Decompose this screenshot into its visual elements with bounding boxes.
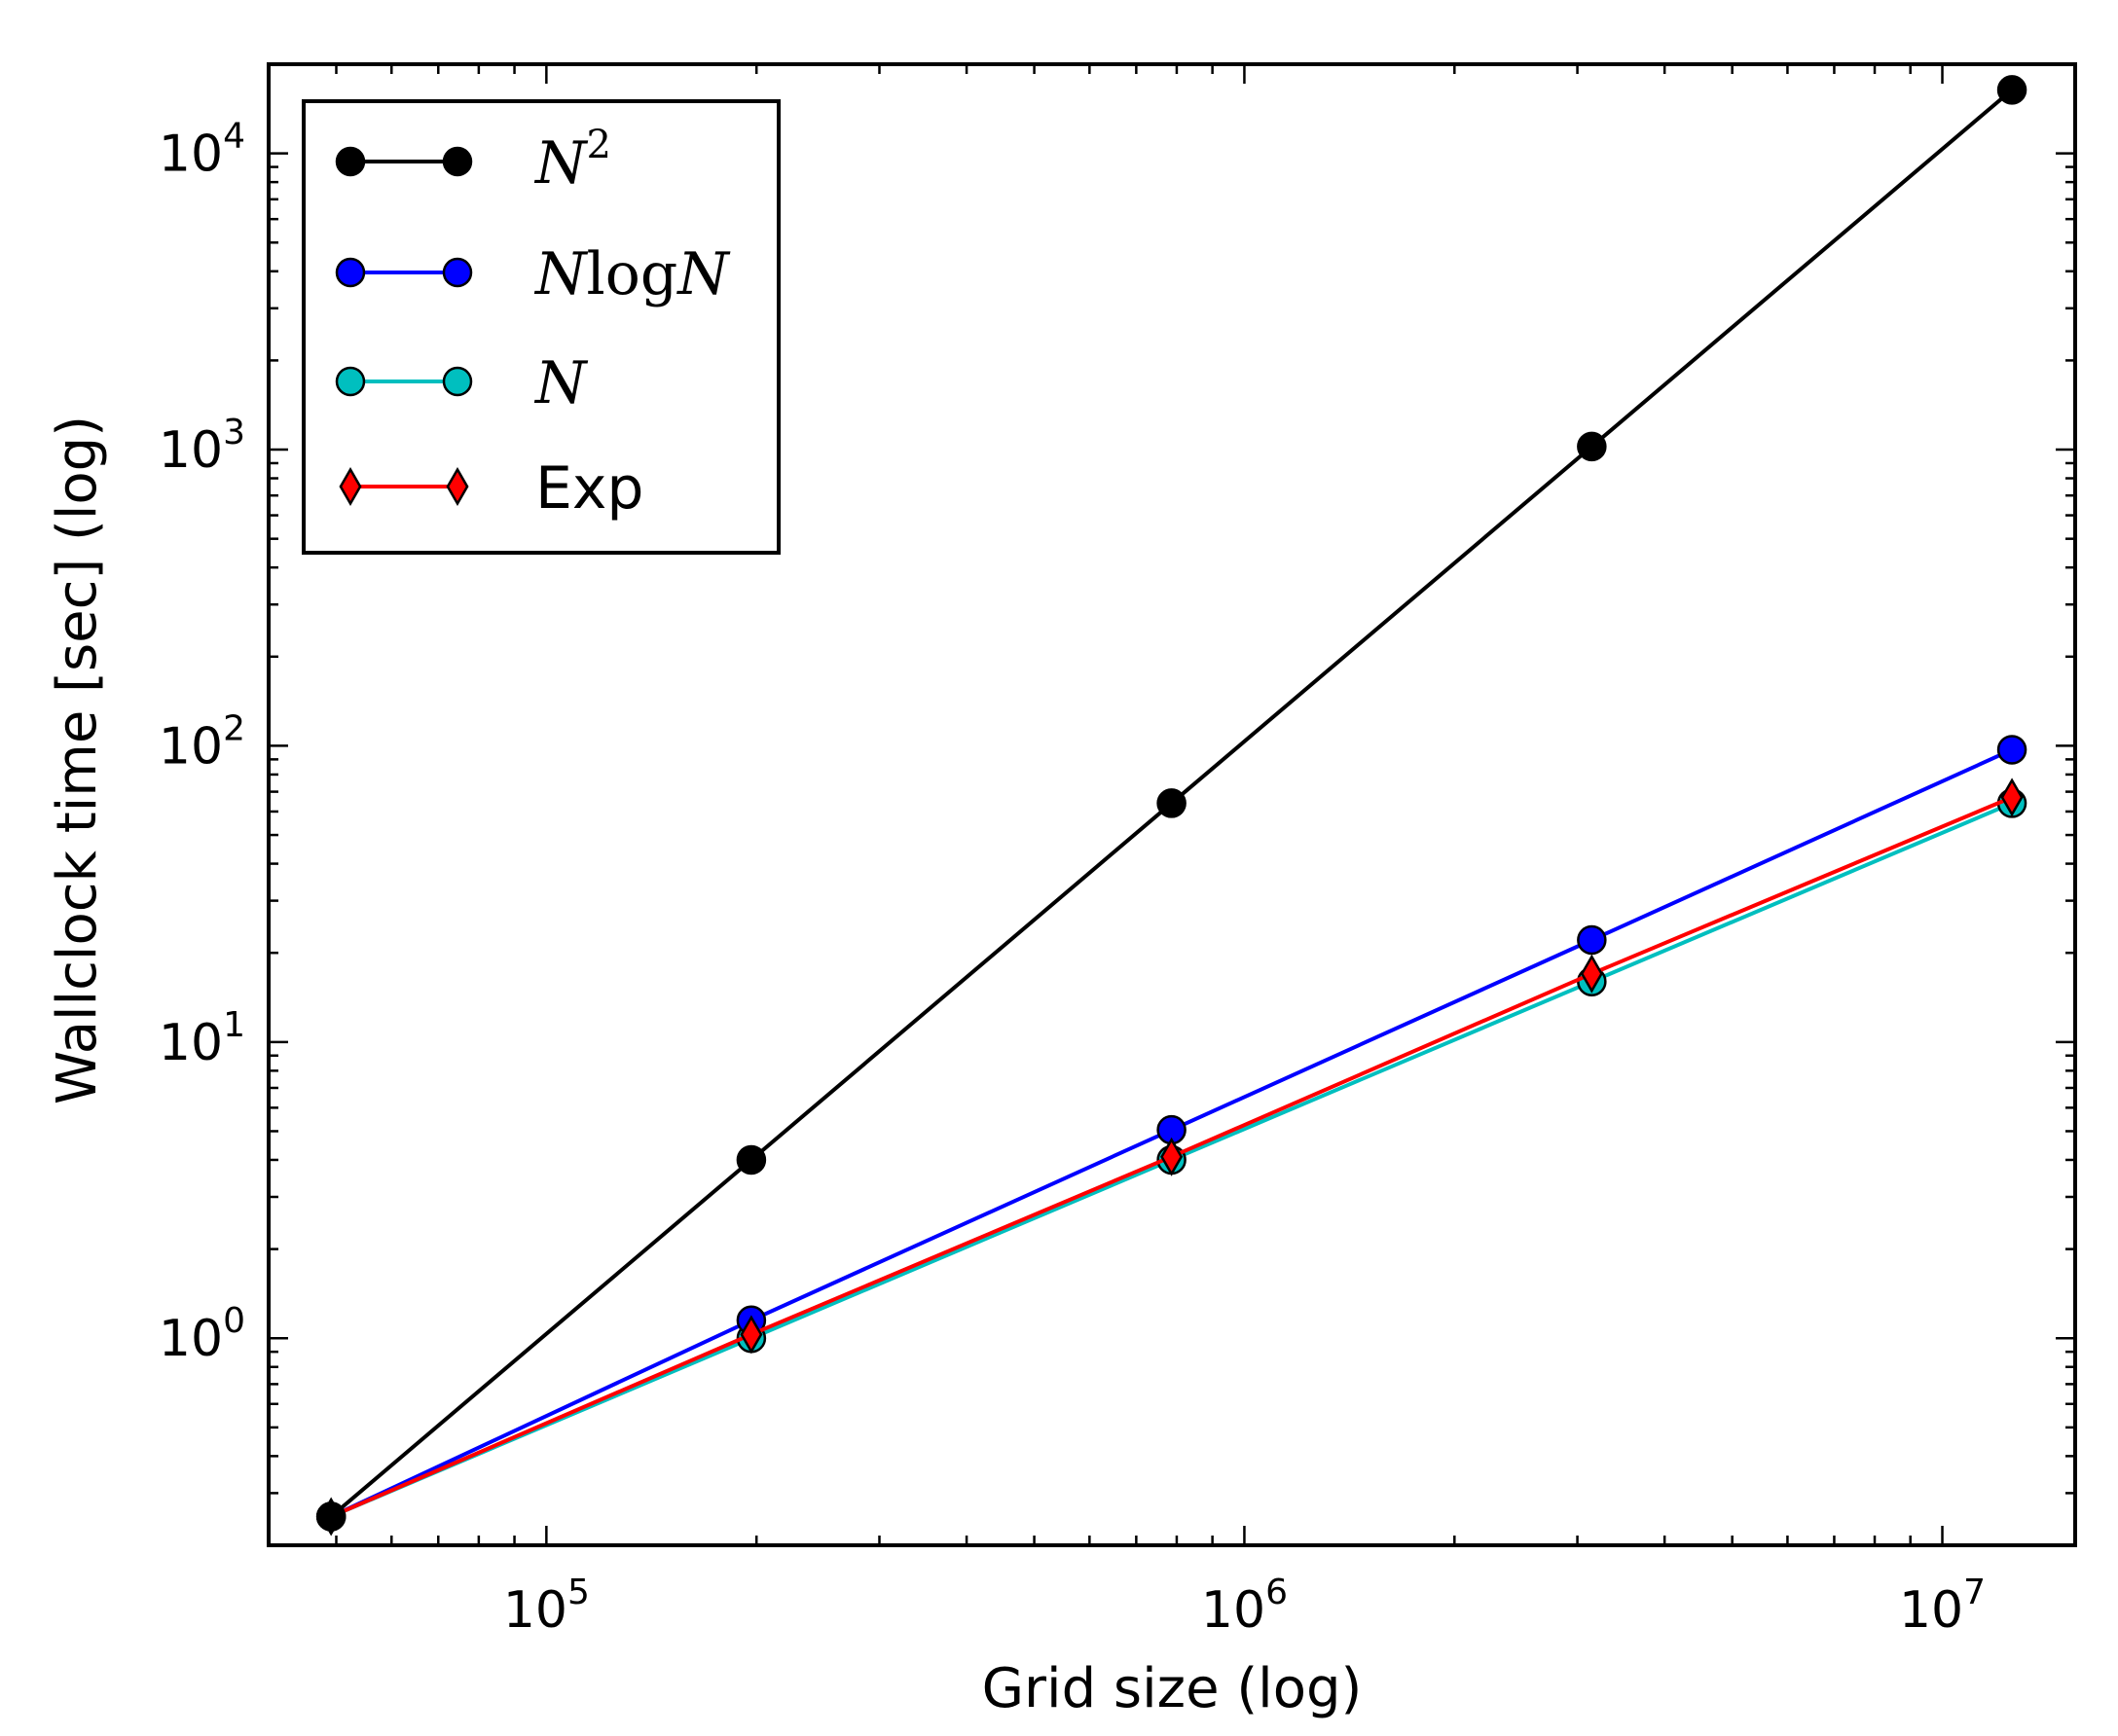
series-exp <box>319 778 2024 1537</box>
legend-swatch-n2 <box>335 146 473 177</box>
plot-frame <box>267 62 2077 1547</box>
legend: N2 NlogN N Exp <box>302 99 781 555</box>
legend-entry-n2: N2 <box>335 123 611 198</box>
tick-labels: 105 106 107 100 101 102 103 104 <box>159 117 1986 1640</box>
legend-entry-n: N <box>335 349 589 417</box>
x-tick-label: 107 <box>1899 1573 1986 1640</box>
legend-label-n2: N2 <box>533 123 611 198</box>
legend-swatch-marker <box>335 257 366 288</box>
legend-swatch-exp <box>339 466 469 507</box>
series-n2-point <box>1996 75 2027 105</box>
legend-label-n-base: N <box>533 349 589 417</box>
legend-swatch-marker <box>446 466 469 507</box>
y-tick-label: 102 <box>159 708 245 776</box>
series-n2-point <box>1577 431 1607 462</box>
series-exp-point <box>2000 778 2024 817</box>
legend-swatch-marker <box>335 146 366 177</box>
x-axis-label: Grid size (log) <box>982 1657 1363 1720</box>
x-tick-label: 105 <box>503 1573 590 1640</box>
series-exp-point <box>1580 954 1603 994</box>
legend-label-n: N <box>533 349 589 417</box>
legend-label-nlogn-part2: log <box>587 240 678 308</box>
y-axis-label: Wallclock time [sec] (log) <box>46 416 109 1104</box>
series-n2-point <box>736 1144 767 1175</box>
legend-entry-nlogn: NlogN <box>335 240 731 308</box>
legend-swatch-nlogn <box>335 257 473 288</box>
y-tick-label: 101 <box>159 1005 245 1072</box>
y-tick-label: 100 <box>159 1301 245 1368</box>
legend-swatch-marker <box>442 366 473 397</box>
legend-label-nlogn-part1: N <box>533 240 589 308</box>
legend-swatch-marker <box>339 466 362 507</box>
legend-box <box>302 99 781 555</box>
series-nlogn-point <box>1577 924 1607 956</box>
series-exp-point <box>1160 1137 1184 1176</box>
y-tick-label: 104 <box>159 117 245 184</box>
legend-label-nlogn-part3: N <box>676 240 731 308</box>
legend-swatch-marker <box>442 146 473 177</box>
series-exp-point <box>740 1315 763 1355</box>
x-tick-label: 106 <box>1201 1573 1288 1640</box>
legend-label-n2-base: N <box>533 129 589 198</box>
series-n2 <box>315 75 2027 1532</box>
legend-swatch-marker <box>442 257 473 288</box>
legend-label-exp: Exp <box>535 454 644 523</box>
series-n2-point <box>1156 788 1187 818</box>
major-ticks <box>269 64 2075 1545</box>
series-n2-point <box>315 1501 347 1532</box>
series-layer <box>315 75 2027 1537</box>
legend-label-nlogn: NlogN <box>533 240 731 308</box>
series-nlogn-point <box>1996 735 2027 765</box>
legend-swatch-n <box>335 366 473 397</box>
legend-swatch-marker <box>335 366 366 397</box>
legend-label-n2-exp: 2 <box>587 123 611 167</box>
y-tick-label: 103 <box>159 413 245 480</box>
legend-entry-exp: Exp <box>339 454 644 523</box>
